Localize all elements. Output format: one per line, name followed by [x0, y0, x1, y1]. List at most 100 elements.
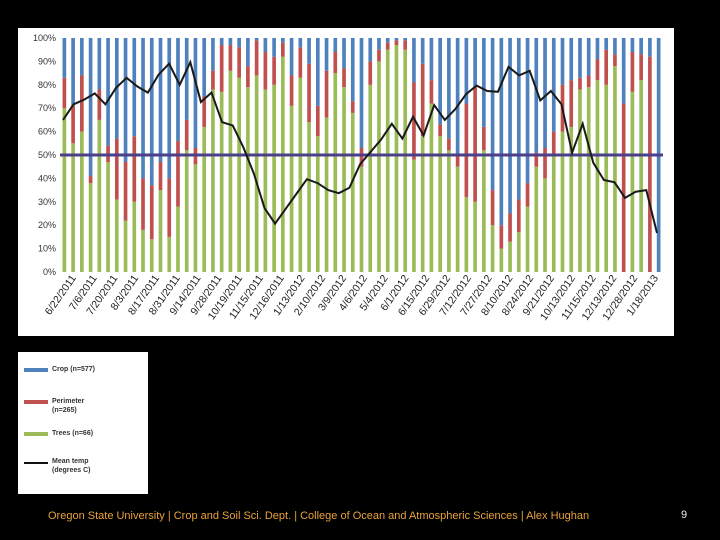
bar-perimeter — [490, 190, 495, 226]
bar-perimeter — [604, 49, 609, 85]
bar-trees — [368, 84, 373, 272]
bar-perimeter — [211, 70, 215, 90]
bar-perimeter — [412, 82, 416, 160]
bar-perimeter — [534, 152, 539, 167]
bar-perimeter — [114, 138, 119, 200]
bar-trees — [141, 229, 145, 272]
bar-perimeter — [97, 89, 102, 120]
y-tick-label: 100% — [33, 33, 56, 43]
bar-crop — [420, 38, 425, 64]
bar-crop — [412, 38, 416, 83]
bar-crop — [263, 38, 268, 53]
bar-perimeter — [237, 47, 241, 78]
bar-perimeter — [429, 80, 434, 104]
bar-trees — [289, 105, 294, 272]
bar-crop — [639, 38, 643, 55]
bar-crop — [176, 38, 180, 141]
bar-perimeter — [359, 147, 364, 167]
bar-crop — [97, 38, 102, 90]
footer-credits: Oregon State University | Crop and Soil … — [48, 510, 590, 522]
bar-trees — [254, 75, 259, 272]
bar-crop — [333, 38, 338, 53]
bar-crop — [211, 38, 215, 71]
bar-trees — [350, 112, 355, 272]
bar-perimeter — [333, 52, 338, 74]
stacked-bar-chart: 0%10%20%30%40%50%60%70%80%90%100%-505101… — [33, 33, 663, 323]
bar-crop — [447, 38, 451, 139]
bar-perimeter — [648, 56, 652, 272]
bar-trees — [482, 150, 486, 272]
bar-perimeter — [543, 147, 547, 179]
bar-perimeter — [368, 61, 373, 85]
bar-perimeter — [167, 178, 172, 237]
bar-perimeter — [394, 40, 399, 46]
bar-perimeter — [578, 77, 582, 90]
bar-crop — [499, 38, 504, 226]
bar-crop — [289, 38, 294, 76]
bar-perimeter — [569, 80, 574, 127]
bar-crop — [359, 38, 364, 148]
bar-trees — [447, 150, 451, 272]
bar-perimeter — [455, 155, 460, 167]
bar-trees — [473, 201, 477, 272]
bar-trees — [455, 166, 460, 272]
bar-crop — [621, 38, 626, 104]
bar-perimeter — [342, 68, 346, 88]
bar-crop — [455, 38, 460, 155]
bar-crop — [560, 38, 565, 85]
bar-perimeter — [141, 178, 145, 230]
bar-crop — [123, 38, 128, 163]
bar-trees — [106, 162, 110, 272]
bar-trees — [246, 87, 250, 272]
bar-crop — [88, 38, 93, 177]
bar-trees — [613, 66, 617, 272]
bar-trees — [315, 136, 320, 272]
bar-trees — [342, 87, 346, 272]
bar-perimeter — [350, 101, 355, 113]
bar-trees — [604, 84, 609, 272]
y-tick-label: 40% — [38, 173, 56, 183]
legend-label-perimeter: Perimeter — [52, 398, 85, 405]
bar-crop — [350, 38, 355, 102]
legend-label-mean-temp: Mean temp — [52, 458, 89, 465]
bar-perimeter — [499, 225, 504, 249]
bar-crop — [595, 38, 600, 60]
bar-crop — [62, 38, 67, 78]
bar-perimeter — [246, 66, 250, 88]
bar-crop — [342, 38, 346, 69]
bar-crop — [324, 38, 329, 71]
bar-crop — [281, 38, 285, 43]
bar-crop — [307, 38, 311, 64]
y-tick-label: 50% — [38, 150, 56, 160]
legend-swatch-mean-temp — [24, 462, 48, 464]
bar-perimeter — [298, 47, 303, 78]
bar-crop — [578, 38, 582, 78]
bar-trees — [333, 73, 338, 272]
bar-perimeter — [263, 52, 268, 90]
bar-perimeter — [71, 105, 75, 144]
bar-trees — [237, 77, 241, 272]
bar-trees — [176, 206, 180, 272]
bar-perimeter — [438, 124, 442, 137]
bar-trees — [385, 49, 390, 273]
bar-trees — [551, 155, 556, 272]
bar-trees — [167, 236, 172, 272]
bar-crop — [516, 38, 521, 200]
bar-trees — [403, 49, 408, 273]
bar-perimeter — [132, 136, 137, 202]
bar-perimeter — [62, 77, 67, 109]
bar-crop — [394, 38, 399, 41]
bar-perimeter — [630, 52, 635, 92]
bar-perimeter — [551, 131, 556, 155]
bar-crop — [482, 38, 486, 127]
bar-crop — [438, 38, 442, 125]
bar-perimeter — [219, 45, 224, 92]
bar-crop — [613, 38, 617, 55]
y-tick-label: 10% — [38, 244, 56, 254]
bar-trees — [420, 136, 425, 272]
bar-trees — [543, 178, 547, 272]
bar-trees — [534, 166, 539, 272]
bar-trees — [281, 56, 285, 272]
bar-crop — [149, 38, 154, 186]
bar-crop — [569, 38, 574, 81]
